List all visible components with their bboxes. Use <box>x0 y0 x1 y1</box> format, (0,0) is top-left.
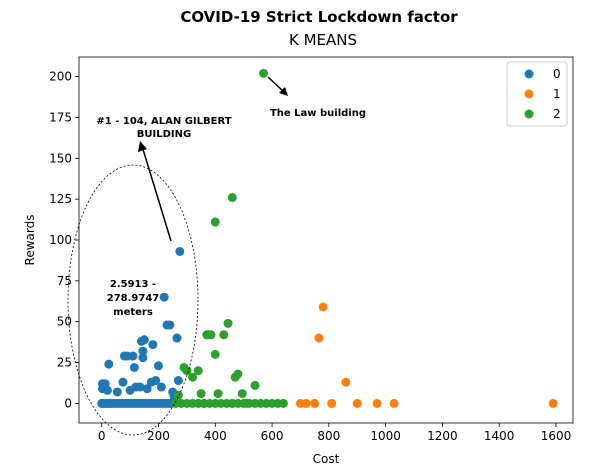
y-tick-label: 50 <box>57 315 72 329</box>
y-tick-label: 0 <box>64 396 72 410</box>
data-point-series-2 <box>237 389 247 399</box>
data-point-series-0 <box>135 382 145 392</box>
annotation-alan-gilbert-line2: BUILDING <box>137 129 191 140</box>
data-point-series-2 <box>173 390 183 400</box>
x-tick-label: 600 <box>261 429 284 443</box>
data-point-series-0 <box>159 292 169 302</box>
data-point-series-0 <box>175 246 185 256</box>
data-point-series-1 <box>352 398 362 408</box>
x-axis-label: Cost <box>313 452 340 466</box>
legend-label-0: 0 <box>553 67 561 81</box>
legend: 0 1 2 <box>506 61 568 127</box>
data-point-series-0 <box>172 333 182 343</box>
data-point-series-2 <box>196 389 206 399</box>
data-point-series-0 <box>129 362 139 372</box>
x-tick-label: 800 <box>317 429 340 443</box>
y-axis-ticks: 0 25 50 75 100 125 150 175 200 <box>49 70 79 410</box>
data-point-series-0 <box>138 346 148 356</box>
data-point-series-2 <box>242 398 252 408</box>
data-point-series-1 <box>327 398 337 408</box>
data-point-series-2 <box>219 330 229 340</box>
plot-area <box>78 56 574 424</box>
annotation-alan-gilbert-arrow <box>141 145 172 242</box>
y-tick-label: 200 <box>49 70 72 84</box>
annotation-law-building-arrowhead <box>279 87 288 96</box>
data-point-series-0 <box>173 376 183 386</box>
data-point-series-2 <box>213 389 223 399</box>
x-axis-ticks: 0 200 400 600 800 1000 1200 1400 1600 <box>98 423 571 443</box>
data-point-series-2 <box>210 217 220 227</box>
x-tick-label: 200 <box>147 429 170 443</box>
data-point-series-1 <box>389 398 399 408</box>
x-tick-label: 1200 <box>427 429 458 443</box>
data-point-series-1 <box>548 398 558 408</box>
data-point-series-2 <box>188 372 198 382</box>
x-tick-label: 1400 <box>484 429 515 443</box>
x-tick-label: 1000 <box>370 429 401 443</box>
legend-marker-2 <box>524 109 534 119</box>
annotation-distance-line2: 278.9747 <box>107 293 160 304</box>
data-point-series-2 <box>223 318 233 328</box>
data-point-series-0 <box>148 340 158 350</box>
data-point-series-1 <box>372 398 382 408</box>
legend-box <box>506 61 568 127</box>
x-tick-label: 400 <box>204 429 227 443</box>
x-tick-label: 1600 <box>541 429 572 443</box>
y-tick-label: 150 <box>49 151 72 165</box>
scatter-points <box>97 68 558 408</box>
data-point-series-0 <box>104 359 114 369</box>
data-point-series-0 <box>112 387 122 397</box>
data-point-series-0 <box>138 353 148 363</box>
data-point-series-0 <box>139 335 149 345</box>
y-tick-label: 100 <box>49 233 72 247</box>
legend-marker-1 <box>524 89 534 99</box>
data-point-series-1 <box>341 377 351 387</box>
annotation-law-building-arrow <box>267 76 285 93</box>
data-point-series-0 <box>118 377 128 387</box>
annotation-distance-line3: meters <box>113 307 153 318</box>
chart-title: COVID-19 Strict Lockdown factor <box>180 8 458 26</box>
data-point-series-2 <box>210 349 220 359</box>
data-point-series-2 <box>193 366 203 376</box>
data-point-series-0 <box>142 384 152 394</box>
data-point-series-2 <box>233 369 243 379</box>
data-point-series-2 <box>259 68 269 78</box>
legend-marker-0 <box>524 69 534 79</box>
data-point-series-2 <box>227 193 237 203</box>
data-point-series-0 <box>128 351 138 361</box>
annotation-alan-gilbert-line1: #1 - 104, ALAN GILBERT <box>96 116 231 127</box>
annotation-distance-line1: 2.5913 - <box>110 279 156 290</box>
y-tick-label: 175 <box>49 110 72 124</box>
legend-label-2: 2 <box>553 107 561 121</box>
data-point-series-2 <box>206 330 216 340</box>
legend-label-1: 1 <box>553 87 561 101</box>
data-point-series-0 <box>102 385 112 395</box>
y-axis-label: Rewards <box>23 215 37 266</box>
chart-subtitle: K MEANS <box>289 31 357 49</box>
data-point-series-0 <box>153 361 163 371</box>
x-tick-label: 0 <box>98 429 106 443</box>
data-point-series-0 <box>151 376 161 386</box>
data-point-series-1 <box>318 302 328 312</box>
data-point-series-2 <box>199 398 209 408</box>
data-point-series-2 <box>278 398 288 408</box>
y-tick-label: 25 <box>57 356 72 370</box>
data-point-series-1 <box>314 333 324 343</box>
data-point-series-2 <box>227 398 237 408</box>
data-point-series-1 <box>301 398 311 408</box>
data-point-series-0 <box>156 382 166 392</box>
annotation-alan-gilbert-arrowhead <box>138 141 147 152</box>
y-tick-label: 75 <box>57 274 72 288</box>
data-point-series-0 <box>165 320 175 330</box>
data-point-series-1 <box>310 398 320 408</box>
annotation-law-building: The Law building <box>270 108 366 119</box>
distance-ellipse <box>67 164 199 436</box>
y-tick-label: 125 <box>49 192 72 206</box>
data-point-series-2 <box>250 380 260 390</box>
